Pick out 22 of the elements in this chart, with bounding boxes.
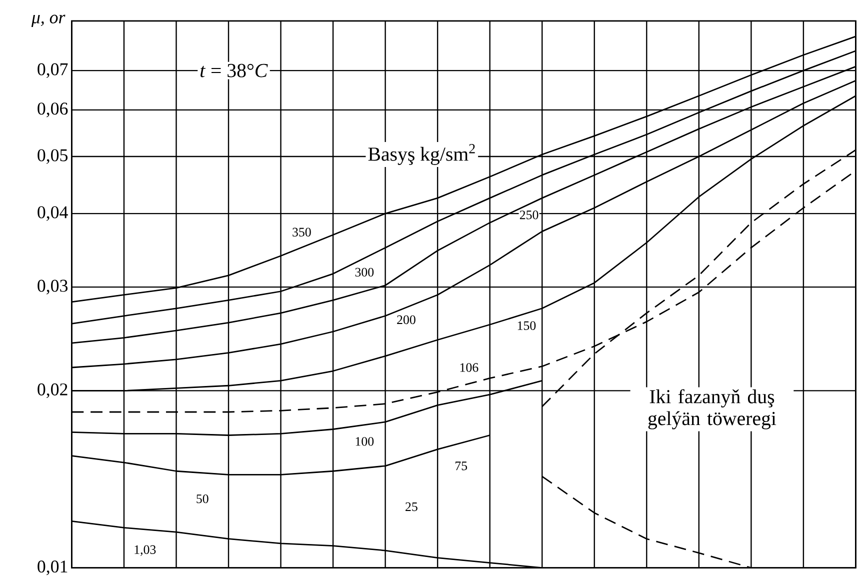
- series-label: 350: [292, 228, 311, 237]
- annotation: 25: [406, 502, 418, 512]
- annotation: t = 38°C: [200, 64, 268, 78]
- y-tick-label: 0,02: [38, 384, 68, 398]
- y-axis-title: μ, or: [31, 14, 66, 28]
- y-tick-label: 0,03: [38, 280, 68, 295]
- series-label: 106: [460, 363, 478, 372]
- series-label: 100: [356, 437, 374, 446]
- series-label: 1,03: [134, 545, 156, 556]
- series-label: 200: [397, 316, 416, 324]
- y-tick-label: 0,01: [38, 560, 68, 576]
- series-label: 300: [355, 268, 374, 277]
- series-label: 150: [518, 321, 536, 330]
- y-tick-label: 0,07: [38, 63, 68, 78]
- annotation: Iki fazanyň duş gelýän töweregi: [648, 389, 776, 430]
- y-tick-label: 0,06: [38, 102, 68, 118]
- series-label: 75: [456, 462, 468, 470]
- y-tick-label: 0,04: [38, 206, 68, 221]
- y-tick-label: 0,05: [38, 149, 68, 164]
- series-label: 250: [520, 210, 538, 220]
- annotation: 50: [196, 494, 208, 504]
- annotation: Basyş kg/sm$^{2}$: [368, 144, 475, 166]
